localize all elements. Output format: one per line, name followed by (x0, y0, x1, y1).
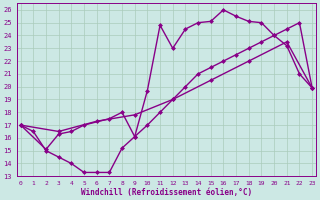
X-axis label: Windchill (Refroidissement éolien,°C): Windchill (Refroidissement éolien,°C) (81, 188, 252, 197)
